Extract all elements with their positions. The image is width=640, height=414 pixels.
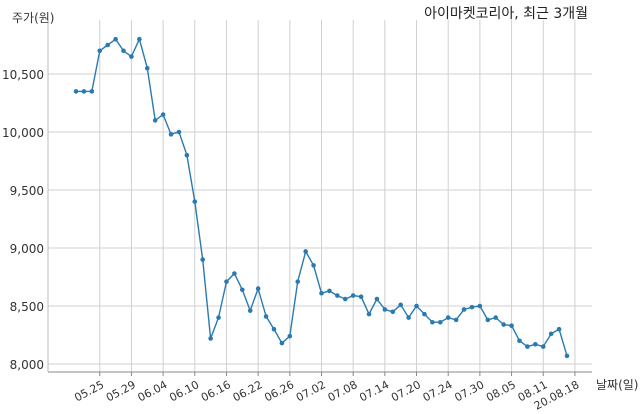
data-point <box>493 315 499 320</box>
x-tick-label: 07.30 <box>452 378 486 404</box>
data-point <box>509 323 514 329</box>
data-point <box>200 257 206 262</box>
data-point <box>89 89 95 94</box>
y-tick-label: 10,500 <box>2 68 44 82</box>
x-tick-label: 05.25 <box>72 378 106 404</box>
data-point <box>350 293 356 298</box>
x-tick-label: 07.02 <box>294 378 328 404</box>
data-point <box>414 303 419 309</box>
x-tick-label: 06.16 <box>199 378 233 404</box>
data-point <box>422 311 427 317</box>
x-tick-label: 07.14 <box>357 378 391 404</box>
data-point <box>319 290 324 296</box>
data-point <box>271 326 277 332</box>
data-point <box>556 326 562 332</box>
y-tick-label: 8,500 <box>10 300 44 314</box>
y-tick-label: 9,000 <box>10 242 44 256</box>
data-point <box>184 152 190 158</box>
data-point <box>240 287 245 293</box>
data-point <box>255 286 261 291</box>
data-point <box>525 344 530 349</box>
data-point <box>73 89 79 94</box>
data-point <box>548 331 554 337</box>
data-point <box>303 249 308 254</box>
chart-title: 아이마켓코리아, 최근 3개월 <box>424 6 588 22</box>
x-tick-label: 06.04 <box>136 378 170 404</box>
data-point <box>216 315 221 320</box>
x-tick-label: 06.10 <box>167 378 201 404</box>
x-tick-label: 05.29 <box>104 378 138 404</box>
data-point <box>469 304 475 310</box>
data-point <box>374 296 380 302</box>
data-point <box>97 48 103 54</box>
data-point <box>144 65 150 71</box>
data-point <box>461 307 467 312</box>
x-tick-label: 08.05 <box>484 378 518 404</box>
data-point <box>398 302 403 308</box>
data-point <box>406 315 411 320</box>
data-point <box>287 333 293 339</box>
data-point <box>113 36 118 42</box>
data-point <box>366 311 372 317</box>
y-tick-labels: 8,000 8,500 9,000 9,500 10,000 10,500 <box>2 68 44 372</box>
data-point <box>501 322 506 327</box>
x-tick-label: 07.20 <box>389 378 423 404</box>
x-tick-label: 06.26 <box>262 378 296 404</box>
x-tick-label: 07.24 <box>421 378 455 404</box>
y-axis-label: 주가(원) <box>12 11 55 25</box>
data-point <box>327 288 332 294</box>
data-point <box>517 338 522 344</box>
data-point <box>129 54 134 59</box>
data-point <box>453 317 459 323</box>
y-tick-label: 8,000 <box>10 358 44 372</box>
data-point <box>437 319 443 325</box>
data-point <box>335 293 340 298</box>
data-point <box>105 42 110 48</box>
x-tick-labels: 05.2505.2906.0406.1006.1606.2206.2607.02… <box>72 378 581 412</box>
x-axis-label: 날짜(일) <box>596 378 639 392</box>
data-point <box>342 296 348 302</box>
data-point <box>311 263 316 268</box>
data-point <box>540 344 546 349</box>
data-point <box>485 317 491 323</box>
data-point <box>137 36 142 42</box>
data-point <box>477 303 483 309</box>
grid-lines <box>48 20 592 372</box>
data-point <box>192 199 198 204</box>
data-point <box>176 129 182 135</box>
data-point <box>430 319 435 325</box>
data-point <box>382 307 388 312</box>
x-tick-label: 06.22 <box>231 378 265 404</box>
data-point <box>279 340 285 346</box>
data-point <box>564 353 570 359</box>
data-point <box>160 112 166 117</box>
x-tick-label: 07.08 <box>326 378 360 404</box>
y-tick-label: 10,000 <box>2 126 44 140</box>
data-point <box>390 309 396 315</box>
data-point <box>533 341 538 347</box>
data-point <box>358 294 364 300</box>
price-series-points <box>73 36 570 359</box>
data-point <box>232 271 237 276</box>
data-point <box>224 279 229 284</box>
data-point <box>263 314 269 319</box>
data-point <box>168 132 174 137</box>
axes <box>47 20 592 376</box>
data-point <box>295 279 301 284</box>
data-point <box>208 336 213 341</box>
data-point <box>81 89 87 94</box>
data-point <box>152 118 158 123</box>
data-point <box>247 308 253 313</box>
y-tick-label: 9,500 <box>10 184 44 198</box>
data-point <box>121 48 126 54</box>
data-point <box>445 315 451 320</box>
